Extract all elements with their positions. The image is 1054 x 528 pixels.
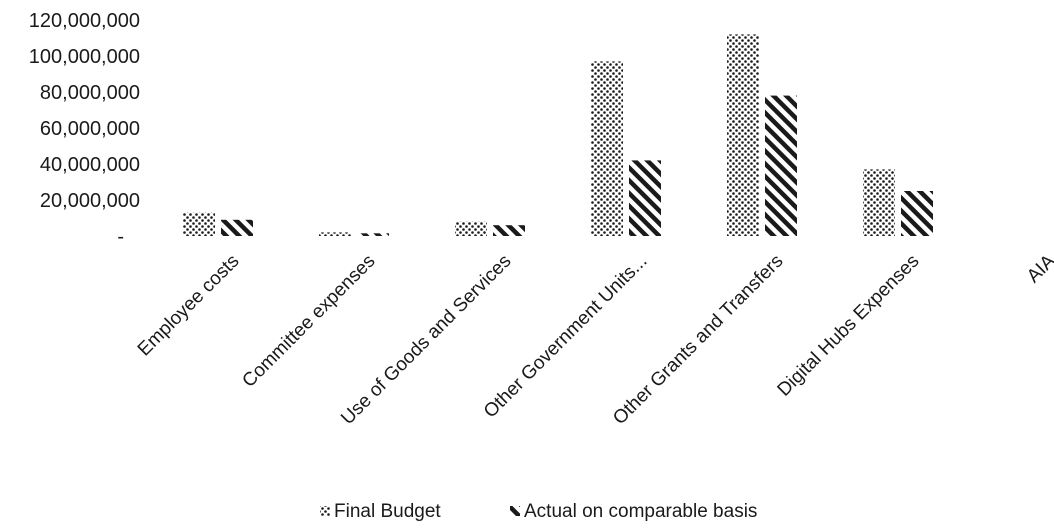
- legend-swatch: [510, 506, 520, 516]
- bar-actual: [221, 219, 253, 236]
- bar-final-budget: [591, 61, 623, 237]
- legend-label: Final Budget: [334, 501, 441, 522]
- bar-actual: [765, 95, 797, 236]
- bar-final-budget: [455, 221, 487, 236]
- legend-swatch: [320, 506, 330, 516]
- y-tick-label: 60,000,000: [40, 118, 140, 140]
- x-category-label: Committee expenses: [238, 251, 379, 392]
- y-tick-label: 100,000,000: [29, 46, 140, 68]
- y-tick-label: -: [117, 226, 124, 248]
- bar-actual: [901, 191, 933, 236]
- y-tick-label: 20,000,000: [40, 190, 140, 212]
- bar-final-budget: [183, 212, 215, 236]
- bar-final-budget: [319, 232, 351, 236]
- legend-label: Actual on comparable basis: [524, 501, 757, 522]
- bar-actual: [357, 233, 389, 236]
- x-category-label: Digital Hubs Expenses: [774, 251, 924, 401]
- y-tick-label: 40,000,000: [40, 154, 140, 176]
- bar-actual: [493, 225, 525, 236]
- bar-final-budget: [727, 34, 759, 237]
- legend: Final Budget Actual on comparable basis: [320, 501, 757, 522]
- y-tick-label: 80,000,000: [40, 82, 140, 104]
- bar-actual: [629, 160, 661, 236]
- y-tick-label: 120,000,000: [29, 10, 140, 32]
- x-category-label: AIA: [1023, 250, 1054, 287]
- y-axis: - 20,000,000 40,000,000 60,000,000 80,000,00…: [29, 10, 140, 248]
- bars: [183, 34, 933, 237]
- x-category-label: Employee costs: [134, 251, 244, 361]
- bar-final-budget: [863, 169, 895, 236]
